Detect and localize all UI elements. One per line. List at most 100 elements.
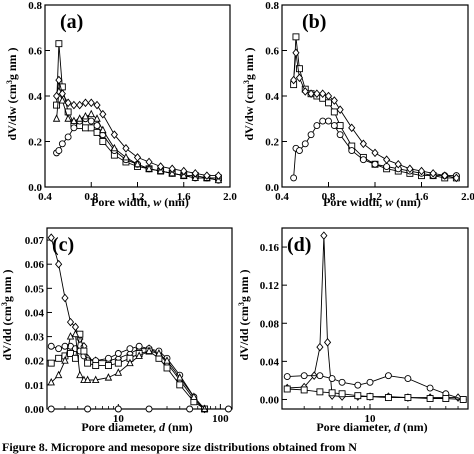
ticks-d: 10 0.00 0.04 0.08 0.12 0.16 [260, 242, 469, 425]
x-axis-label-d: Pore diameter, d (nm) [316, 420, 427, 434]
y-tick-label: 0.02 [25, 356, 45, 368]
data-point-b-2-15 [406, 164, 414, 174]
data-point-d-2-10 [442, 395, 450, 402]
y-axis-label-d: dV/dd (cm3g nm ) [237, 269, 251, 360]
data-point-c-1-9 [104, 354, 112, 362]
y-tick-label: 0.16 [260, 242, 280, 254]
data-point-c-1-10 [114, 350, 122, 357]
data-point-a-0-6 [82, 124, 89, 132]
data-point-a-0-1 [55, 40, 63, 48]
data-point-d-1-9 [426, 384, 434, 392]
data-point-c-2-7 [84, 359, 92, 367]
y-tick-label: 0.07 [25, 235, 45, 247]
data-point-c-0-3 [66, 317, 75, 327]
data-point-d-2-1 [300, 386, 308, 394]
data-point-a-1-3 [64, 133, 72, 141]
y-tick-label: 0.0 [28, 182, 42, 194]
x-tick-label: 1.2 [131, 191, 145, 203]
y-tick-label: 0.00 [260, 394, 280, 406]
series-b [290, 33, 460, 183]
y-tick-label: 0.05 [25, 283, 45, 295]
data-point-c-0-0 [47, 233, 55, 242]
data-point-d-1-0 [283, 373, 291, 381]
data-point-a-0-9 [99, 138, 107, 145]
y-tick-label: 0.06 [25, 259, 45, 271]
data-point-b-1-11 [359, 156, 367, 164]
ticks-b: 0.4 0.8 1.2 1.6 2.0 0.0 0.2 0.4 0.6 0.8 [265, 0, 474, 203]
panel-letter-a: (a) [60, 11, 83, 33]
data-point-a-2-13 [145, 164, 153, 172]
data-point-a-3-3 [64, 98, 72, 108]
data-point-c-1-0 [47, 342, 55, 350]
data-point-a-3-1 [55, 75, 63, 85]
data-point-b-0-1 [292, 33, 300, 41]
data-point-b-2-18 [441, 171, 449, 180]
data-point-a-2-9 [99, 125, 107, 134]
data-point-a-3-0 [52, 91, 61, 101]
data-point-b-2-2 [295, 73, 304, 83]
data-point-a-1-7 [87, 117, 95, 125]
data-point-b-1-12 [371, 160, 379, 168]
data-point-b-1-6 [319, 117, 327, 125]
data-point-b-2-19 [452, 173, 460, 183]
panel-c: 10 100 0.00 0.01 0.02 0.03 0.04 0.05 0.06 0.07 (c… [0, 227, 233, 434]
data-point-a-3-19 [214, 171, 223, 180]
data-point-b-2-5 [313, 89, 321, 99]
data-point-a-2-5 [75, 114, 84, 122]
data-point-d-1-3 [328, 375, 336, 382]
x-axis-label-c: Pore diameter, d (nm) [81, 420, 192, 434]
data-point-d-1-8 [404, 375, 412, 382]
data-point-b-0-9 [336, 122, 344, 130]
panel-b: 0.4 0.8 1.2 1.6 2.0 0.0 0.2 0.4 0.6 0.8 (b) Pore … [242, 0, 474, 209]
data-point-d-1-7 [384, 372, 392, 380]
data-point-a-3-18 [203, 171, 211, 180]
data-point-d-1-5 [354, 381, 362, 389]
data-point-a-3-16 [180, 166, 188, 176]
data-point-c-3-5 [76, 370, 84, 379]
x-tick-label: 1.6 [177, 191, 191, 203]
data-point-b-2-17 [429, 169, 437, 178]
data-point-c-1-1 [55, 345, 63, 353]
data-point-c-3-15 [163, 356, 171, 364]
data-point-a-2-0 [52, 114, 61, 122]
data-point-a-1-1 [55, 147, 63, 155]
data-point-a-2-7 [87, 109, 95, 118]
data-point-b-1-2 [295, 147, 303, 155]
data-point-d-0-3 [316, 342, 324, 352]
data-point-c-2-9 [104, 362, 112, 370]
data-point-b-1-9 [336, 131, 344, 139]
x-tick-label: 10 [365, 413, 377, 425]
y-tick-label: 0.4 [265, 91, 279, 103]
y-tick-label: 0.0 [265, 182, 279, 194]
data-point-a-3-12 [133, 153, 142, 162]
figure-caption: Figure 8. Micropore and mesopore size di… [2, 440, 357, 454]
data-point-c-0-5 [76, 334, 84, 344]
data-point-b-0-8 [330, 108, 338, 116]
panel-letter-d: (d) [287, 234, 311, 256]
y-tick-label: 0.2 [265, 137, 279, 149]
data-point-d-2-2 [316, 388, 324, 396]
x-tick-label: 1.2 [368, 191, 382, 203]
y-tick-label: 0.6 [265, 46, 279, 58]
x-tick-label: 10 [113, 413, 125, 425]
series-line-c-2 [50, 334, 205, 410]
data-point-a-1-4 [70, 124, 78, 132]
data-point-c-3-13 [145, 346, 153, 355]
data-point-c-2-16 [176, 381, 184, 389]
data-point-b-1-10 [348, 147, 356, 155]
x-tick-label: 0.8 [322, 191, 336, 203]
data-point-a-3-2 [58, 89, 66, 99]
data-point-c-0-1 [55, 259, 63, 269]
data-point-b-0-2 [295, 65, 303, 73]
data-point-d-0-5 [323, 338, 332, 347]
data-point-b-2-0 [290, 75, 298, 85]
data-point-c-4-4 [186, 405, 194, 413]
data-point-a-3-11 [122, 144, 130, 153]
data-point-c-4-0 [47, 405, 55, 413]
series-a [52, 40, 223, 184]
data-point-c-4-3 [145, 405, 153, 413]
x-tick-label: 1.6 [415, 191, 429, 203]
data-point-b-2-11 [359, 139, 367, 149]
data-point-b-0-7 [325, 99, 332, 107]
